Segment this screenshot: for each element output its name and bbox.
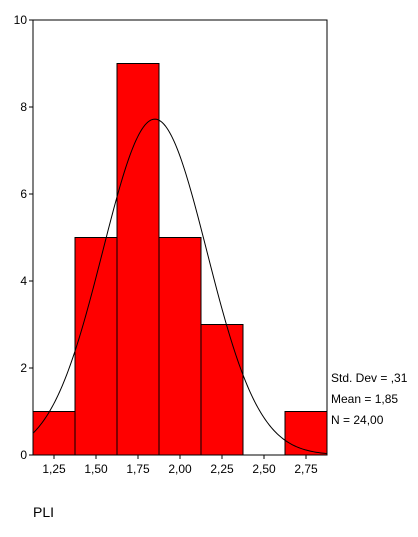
histogram-bar-4 xyxy=(200,324,244,456)
normal-curve xyxy=(32,118,328,455)
x-tick-label-6: 2,75 xyxy=(294,462,318,476)
y-tick-label-0: 0 xyxy=(20,448,27,462)
x-tick-label-1: 1,50 xyxy=(84,462,108,476)
y-tick-label-3: 6 xyxy=(20,187,27,201)
stats-label-1: Mean = 1,85 xyxy=(331,392,398,406)
y-tick-label-2: 4 xyxy=(20,274,27,288)
x-tick-label-3: 2,00 xyxy=(168,462,192,476)
stats-label-2: N = 24,00 xyxy=(331,413,384,427)
x-tick-label-4: 2,25 xyxy=(210,462,234,476)
histogram-bar-1 xyxy=(74,237,118,456)
y-tick-label-1: 2 xyxy=(20,361,27,375)
stats-label-0: Std. Dev = ,31 xyxy=(331,371,408,385)
histogram-bar-0 xyxy=(32,411,76,456)
y-tick-label-4: 8 xyxy=(20,100,27,114)
histogram-bar-2 xyxy=(116,63,160,456)
y-tick-label-5: 10 xyxy=(14,13,28,27)
plot-area: 0 2 4 6 8 10 1,25 1,50 1,75 2,00 2,25 2,50 2,75 PLI St… xyxy=(14,13,408,520)
histogram-bar-6 xyxy=(284,411,328,456)
x-tick-label-0: 1,25 xyxy=(42,462,66,476)
x-tick-label-5: 2,50 xyxy=(252,462,276,476)
x-tick-label-2: 1,75 xyxy=(126,462,150,476)
x-axis-label: PLI xyxy=(33,504,54,520)
histogram-bar-3 xyxy=(158,237,202,456)
